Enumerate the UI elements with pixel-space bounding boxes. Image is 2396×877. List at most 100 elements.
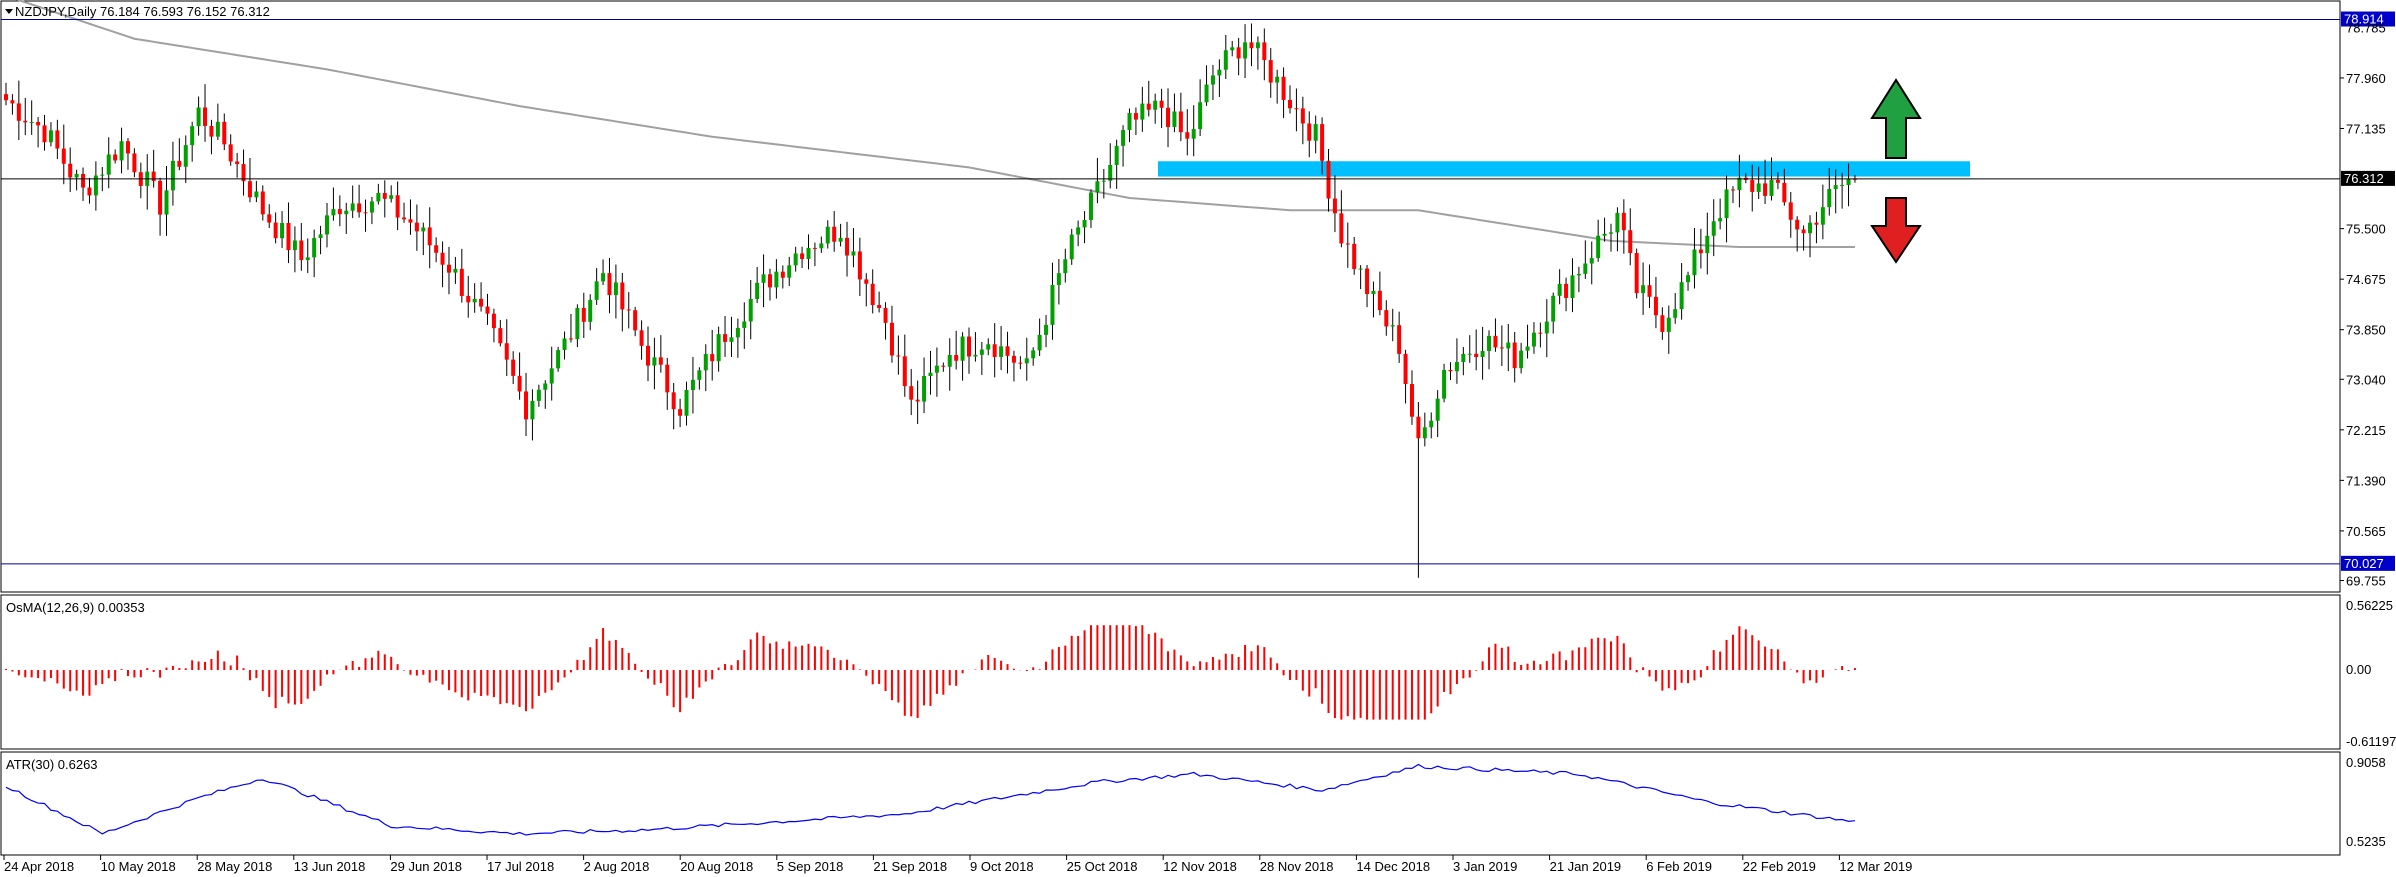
- bear-candle: [1178, 111, 1183, 133]
- price-tick-label: 71.390: [2346, 473, 2386, 488]
- time-tick-label: 28 Nov 2018: [1260, 859, 1334, 874]
- bear-candle: [1332, 198, 1337, 214]
- bear-candle: [1236, 47, 1241, 59]
- bull-candle: [703, 354, 708, 371]
- bear-candle: [42, 125, 47, 143]
- bull-candle: [215, 121, 220, 137]
- bear-candle: [967, 336, 971, 357]
- osma-tick-zero: 0.00: [2346, 662, 2371, 677]
- osma-panel-frame: [0, 594, 2341, 750]
- bull-candle: [1551, 295, 1556, 322]
- bear-candle: [800, 253, 805, 260]
- bear-candle: [517, 375, 522, 392]
- price-tick-label: 72.215: [2346, 423, 2386, 438]
- bull-candle: [1230, 47, 1235, 51]
- bear-candle: [607, 273, 612, 296]
- bull-candle: [1686, 275, 1691, 283]
- bear-candle: [1801, 229, 1806, 234]
- time-tick-label: 20 Aug 2018: [680, 859, 753, 874]
- bear-candle: [395, 195, 400, 218]
- bear-candle: [203, 107, 208, 126]
- bull-candle: [1454, 361, 1459, 372]
- time-tick-label: 22 Feb 2019: [1743, 859, 1816, 874]
- bull-candle: [1121, 130, 1126, 146]
- time-tick-label: 2 Aug 2018: [584, 859, 650, 874]
- bear-candle: [1005, 346, 1010, 356]
- bull-candle: [1846, 178, 1851, 185]
- bear-candle: [710, 354, 715, 362]
- bull-candle: [1467, 353, 1472, 355]
- bear-candle: [665, 364, 670, 393]
- bull-candle: [376, 193, 381, 202]
- bull-candle: [986, 344, 991, 350]
- bear-candle: [87, 187, 92, 196]
- bear-candle: [1268, 60, 1273, 83]
- bear-candle: [581, 307, 586, 322]
- bull-candle: [1082, 219, 1087, 228]
- bull-candle: [1820, 207, 1825, 225]
- bear-candle: [61, 148, 66, 164]
- osma-tick-top: 0.56225: [2346, 598, 2393, 613]
- bear-candle: [273, 222, 278, 239]
- price-tick-label: 74.675: [2346, 272, 2386, 287]
- bear-candle: [357, 203, 362, 213]
- bull-candle: [697, 370, 702, 380]
- bear-candle: [1326, 160, 1331, 199]
- bear-candle: [1499, 347, 1504, 349]
- moving-average-line: [15, 0, 1855, 248]
- price-tick-partial: 78.785: [2346, 20, 2386, 35]
- bull-candle: [29, 121, 34, 123]
- bull-candle: [1390, 325, 1395, 327]
- bull-candle: [1596, 235, 1601, 259]
- bear-candle: [1146, 103, 1151, 110]
- bull-candle: [1429, 420, 1434, 428]
- bull-candle: [280, 223, 285, 239]
- bull-candle: [1602, 233, 1607, 236]
- bull-candle: [601, 273, 606, 282]
- bear-candle: [1448, 369, 1453, 372]
- price-tick-label: 73.850: [2346, 323, 2386, 338]
- time-tick-label: 9 Oct 2018: [970, 859, 1034, 874]
- bull-candle: [1666, 317, 1671, 332]
- bull-candle: [735, 327, 740, 338]
- bull-candle: [1204, 84, 1209, 103]
- time-tick-label: 14 Dec 2018: [1356, 859, 1430, 874]
- bear-candle: [568, 338, 573, 340]
- bull-candle: [1223, 50, 1228, 70]
- bear-candle: [299, 240, 304, 261]
- bull-candle: [1172, 111, 1177, 128]
- bull-candle: [851, 251, 856, 256]
- down-arrow-icon: [1870, 197, 1922, 264]
- bull-candle: [389, 195, 394, 199]
- bear-candle: [267, 214, 272, 223]
- time-tick-label: 24 Apr 2018: [4, 859, 74, 874]
- bull-candle: [305, 257, 310, 261]
- bull-candle: [575, 307, 580, 340]
- chart-menu-triangle-icon[interactable]: [5, 9, 13, 14]
- atr-label: ATR(30) 0.6263: [6, 757, 98, 772]
- time-tick-label: 5 Sep 2018: [777, 859, 844, 874]
- bear-candle: [832, 226, 837, 242]
- bear-candle: [524, 391, 529, 420]
- bear-candle: [1352, 243, 1357, 270]
- bear-candle: [857, 251, 862, 280]
- bear-candle: [626, 309, 631, 311]
- time-axis: 24 Apr 2018 10 May 2018 28 May 2018 13 Jun …: [3, 855, 1912, 874]
- bear-candle: [1345, 243, 1350, 245]
- bear-candle: [158, 180, 163, 215]
- bear-candle: [941, 365, 946, 367]
- bear-candle: [485, 306, 490, 314]
- bull-candle: [690, 379, 695, 391]
- bull-candle: [1101, 180, 1106, 182]
- bear-candle: [620, 282, 625, 310]
- bull-candle: [588, 299, 593, 322]
- bull-candle: [1024, 358, 1029, 364]
- bear-candle: [16, 103, 21, 121]
- bear-candle: [177, 160, 182, 167]
- bull-candle: [1461, 353, 1466, 362]
- osma-tick-bottom: -0.61197: [2346, 734, 2396, 749]
- bull-candle: [819, 243, 824, 249]
- bull-candle: [1069, 234, 1074, 260]
- bull-candle: [1570, 275, 1575, 298]
